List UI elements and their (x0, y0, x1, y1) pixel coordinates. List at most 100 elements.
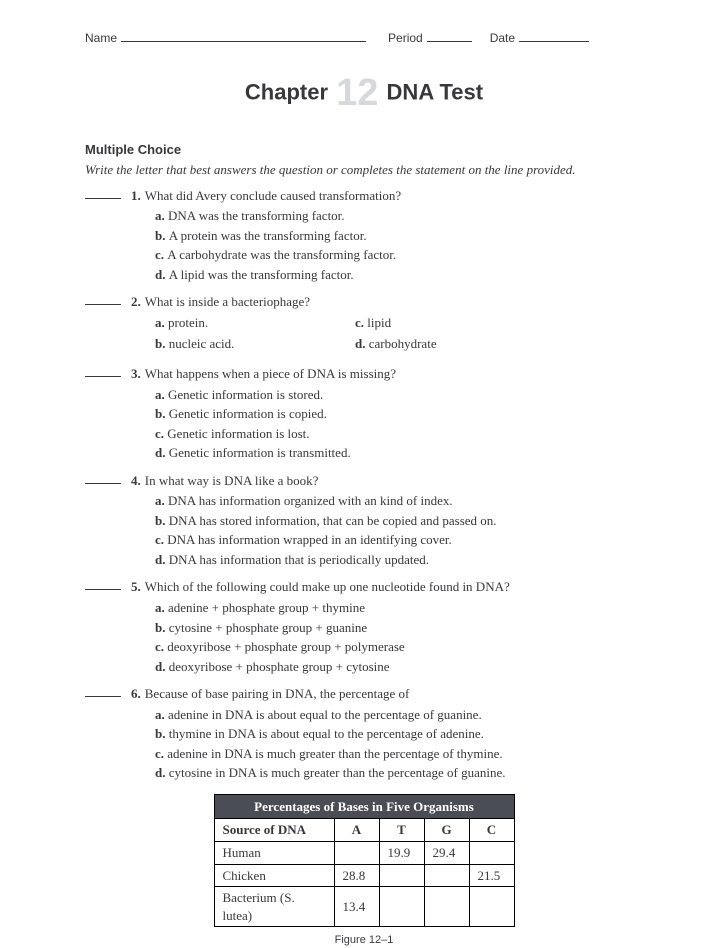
header-fields: Name Period Date (85, 30, 643, 46)
question: 4.In what way is DNA like a book?a. DNA … (85, 472, 643, 569)
answer-blank[interactable] (85, 365, 121, 377)
answer-blank[interactable] (85, 187, 121, 199)
choice-text: adenine + phosphate group + thymine (168, 600, 365, 615)
choice-letter: a. (155, 600, 168, 615)
choice-letter: b. (155, 228, 169, 243)
choice-text: nucleic acid. (169, 336, 235, 351)
table-cell (424, 864, 469, 887)
choice: d. cytosine in DNA is much greater than … (155, 764, 643, 782)
choice-text: DNA has information wrapped in an identi… (167, 532, 452, 547)
question-number: 6. (131, 685, 141, 703)
choices: a. adenine + phosphate group + thymine b.… (155, 599, 643, 675)
choice-text: Genetic information is copied. (169, 406, 327, 421)
choice: c. DNA has information wrapped in an ide… (155, 531, 643, 549)
choices: a. DNA was the transforming factor. b. A … (155, 207, 643, 283)
choice-text: Genetic information is transmitted. (169, 445, 351, 460)
choices: a. Genetic information is stored.b. Gene… (155, 386, 643, 462)
section-instructions: Write the letter that best answers the q… (85, 161, 643, 179)
date-blank[interactable] (519, 41, 589, 42)
table-cell: Human (214, 841, 334, 864)
period-blank[interactable] (427, 41, 472, 42)
choice-text: deoxyribose + phosphate group + cytosine (169, 659, 390, 674)
figure-caption: Figure 12–1 (335, 933, 394, 948)
choice-letter: b. (155, 726, 169, 741)
choice-letter: b. (155, 336, 169, 351)
table-header-cell: C (469, 819, 514, 842)
table-cell (379, 887, 424, 927)
choice-letter: d. (155, 445, 169, 460)
choice-letter: b. (155, 620, 169, 635)
answer-blank[interactable] (85, 685, 121, 697)
question-number: 5. (131, 578, 141, 596)
choice: a. protein. (155, 314, 355, 332)
choice: b. DNA has stored information, that can … (155, 512, 643, 530)
choice: a. adenine in DNA is about equal to the … (155, 706, 643, 724)
answer-blank[interactable] (85, 578, 121, 590)
choice: b. thymine in DNA is about equal to the … (155, 725, 643, 743)
name-label: Name (85, 30, 117, 46)
choice-text: Genetic information is lost. (167, 426, 309, 441)
choice-letter: c. (155, 746, 167, 761)
table-cell: 19.9 (379, 841, 424, 864)
question: 3.What happens when a piece of DNA is mi… (85, 365, 643, 462)
choice-text: DNA has stored information, that can be … (169, 513, 497, 528)
choice-letter: a. (155, 208, 168, 223)
table-header-cell: T (379, 819, 424, 842)
choice-letter: d. (155, 765, 169, 780)
choice-letter: c. (155, 426, 167, 441)
choice: c. adenine in DNA is much greater than t… (155, 745, 643, 763)
choice-text: A lipid was the transforming factor. (169, 267, 354, 282)
table-cell (469, 887, 514, 927)
question: 1.What did Avery conclude caused transfo… (85, 187, 643, 284)
question: 5.Which of the following could make up o… (85, 578, 643, 675)
choice-letter: d. (155, 552, 169, 567)
choice: b. Genetic information is copied. (155, 405, 643, 423)
choice-text: adenine in DNA is much greater than the … (167, 746, 502, 761)
choice-text: lipid (367, 315, 391, 330)
choice-letter: a. (155, 493, 168, 508)
choice: d. Genetic information is transmitted. (155, 444, 643, 462)
choice-text: cytosine + phosphate group + guanine (169, 620, 367, 635)
question-text: What did Avery conclude caused transform… (145, 187, 643, 205)
table-cell (379, 864, 424, 887)
choice-text: A protein was the transforming factor. (169, 228, 367, 243)
choices: a. protein.c. lipidb. nucleic acid.d. ca… (155, 314, 643, 355)
choice-text: adenine in DNA is about equal to the per… (168, 707, 482, 722)
chapter-number: 12 (334, 72, 380, 114)
choice-letter: c. (355, 315, 367, 330)
choice-letter: a. (155, 707, 168, 722)
choice: a. DNA was the transforming factor. (155, 207, 643, 225)
choice-letter: d. (355, 336, 369, 351)
table-header-cell: Source of DNA (214, 819, 334, 842)
bases-table: Percentages of Bases in Five Organisms S… (214, 794, 515, 927)
table-cell: 28.8 (334, 864, 379, 887)
question-number: 3. (131, 365, 141, 383)
choice-text: protein. (168, 315, 208, 330)
title-pre: Chapter (245, 80, 328, 105)
choice: d. carbohydrate (355, 335, 643, 353)
choice: a. Genetic information is stored. (155, 386, 643, 404)
choice: c. lipid (355, 314, 643, 332)
answer-blank[interactable] (85, 293, 121, 305)
table-cell (424, 887, 469, 927)
table-row: Chicken28.821.5 (214, 864, 514, 887)
question-text: In what way is DNA like a book? (145, 472, 643, 490)
choice-letter: d. (155, 659, 169, 674)
choice: b. nucleic acid. (155, 335, 355, 353)
choice: b. A protein was the transforming factor… (155, 227, 643, 245)
choice-letter: d. (155, 267, 169, 282)
table-row: Human19.929.4 (214, 841, 514, 864)
section-label: Multiple Choice (85, 141, 643, 159)
choice-text: Genetic information is stored. (168, 387, 323, 402)
choice-letter: c. (155, 247, 167, 262)
choice: d. A lipid was the transforming factor. (155, 266, 643, 284)
answer-blank[interactable] (85, 472, 121, 484)
choice-letter: a. (155, 387, 168, 402)
choice: a. DNA has information organized with an… (155, 492, 643, 510)
name-blank[interactable] (121, 41, 366, 42)
choices: a. DNA has information organized with an… (155, 492, 643, 568)
page-title: Chapter 12 DNA Test (85, 68, 643, 119)
choice: a. adenine + phosphate group + thymine (155, 599, 643, 617)
question-number: 2. (131, 293, 141, 311)
choice-text: cytosine in DNA is much greater than the… (169, 765, 506, 780)
